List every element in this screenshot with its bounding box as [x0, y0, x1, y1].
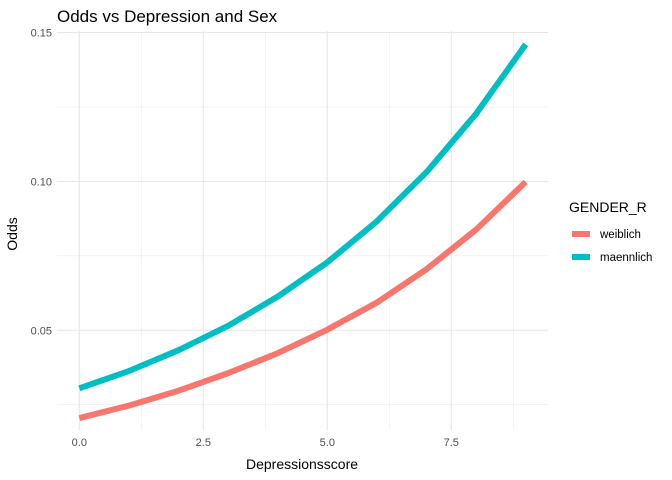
legend-label-maennlich: maennlich [600, 252, 652, 264]
legend-label-weiblich: weiblich [599, 229, 641, 241]
grid [57, 31, 548, 430]
x-axis-title: Depressionsscore [246, 456, 358, 472]
x-tick-label: 5.0 [320, 437, 335, 449]
tick-labels: 0.0 2.5 5.0 7.5 0.05 0.10 0.15 [31, 27, 459, 449]
x-tick-label: 2.5 [196, 437, 211, 449]
y-tick-label: 0.05 [31, 325, 52, 337]
x-tick-label: 7.5 [444, 437, 459, 449]
y-axis-title: Odds [4, 217, 20, 250]
y-tick-label: 0.10 [31, 176, 52, 188]
legend-title: GENDER_R [569, 199, 647, 215]
y-tick-label: 0.15 [31, 27, 52, 39]
chart-title: Odds vs Depression and Sex [57, 7, 278, 26]
legend: GENDER_R weiblich maennlich [569, 199, 652, 264]
series-line-weiblich [78, 179, 528, 421]
x-tick-label: 0.0 [72, 437, 87, 449]
series-lines [78, 42, 529, 421]
series-line-maennlich [78, 42, 529, 392]
